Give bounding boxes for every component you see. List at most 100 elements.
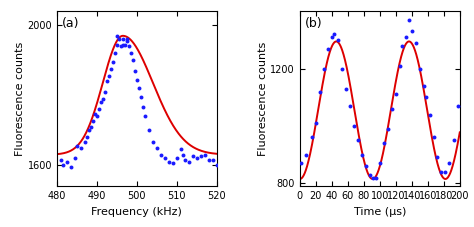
Point — [81, 141, 89, 144]
Point — [161, 156, 169, 160]
Point — [430, 136, 438, 139]
Point — [101, 90, 109, 94]
Point — [57, 158, 64, 162]
Point — [372, 176, 380, 179]
Point — [123, 37, 131, 41]
Point — [73, 144, 81, 148]
Point — [157, 153, 164, 156]
Point — [165, 160, 173, 163]
Point — [99, 97, 107, 101]
Point — [93, 114, 100, 118]
Point — [177, 148, 184, 151]
Point — [298, 161, 305, 165]
Point — [363, 164, 370, 168]
Point — [380, 141, 388, 145]
Point — [145, 128, 153, 132]
Point — [83, 135, 91, 139]
Point — [59, 163, 67, 167]
Point — [445, 161, 452, 165]
Point — [135, 86, 143, 90]
Point — [343, 87, 350, 91]
Point — [113, 43, 120, 46]
Point — [193, 156, 201, 160]
Point — [91, 113, 99, 116]
Point — [320, 67, 328, 70]
X-axis label: Frequency (kHz): Frequency (kHz) — [91, 207, 182, 217]
Point — [115, 37, 123, 41]
Point — [95, 107, 103, 111]
Point — [107, 67, 115, 71]
Point — [97, 100, 105, 104]
Point — [129, 59, 137, 62]
Point — [392, 93, 400, 96]
Point — [422, 96, 430, 99]
Point — [402, 35, 410, 39]
Point — [316, 90, 324, 93]
Point — [358, 153, 366, 156]
Point — [127, 52, 135, 55]
Point — [119, 37, 127, 41]
Point — [121, 43, 128, 46]
Point — [103, 79, 110, 83]
Point — [111, 52, 118, 55]
Point — [366, 173, 374, 177]
Point — [396, 64, 404, 68]
Text: (b): (b) — [305, 17, 322, 30]
Point — [308, 136, 316, 139]
Y-axis label: Fluorescence counts: Fluorescence counts — [258, 42, 268, 156]
Point — [427, 113, 434, 116]
Point — [450, 138, 458, 142]
Point — [149, 141, 156, 144]
Point — [131, 69, 138, 73]
Point — [302, 153, 310, 156]
Point — [335, 38, 342, 42]
Point — [455, 104, 462, 108]
Point — [438, 170, 445, 174]
Point — [133, 78, 141, 81]
Point — [399, 44, 406, 47]
Point — [420, 84, 428, 88]
Point — [324, 47, 332, 50]
Point — [63, 160, 71, 163]
Point — [119, 43, 127, 46]
Point — [77, 146, 85, 150]
Point — [205, 158, 212, 162]
Point — [67, 165, 75, 169]
Point — [197, 155, 205, 158]
Point — [117, 44, 125, 48]
Point — [406, 18, 413, 22]
Point — [185, 160, 192, 163]
Point — [169, 162, 177, 165]
Point — [346, 104, 354, 108]
Point — [434, 156, 441, 159]
Point — [338, 67, 346, 70]
X-axis label: Time (μs): Time (μs) — [354, 207, 406, 217]
Point — [376, 161, 383, 165]
Point — [139, 106, 146, 109]
Point — [416, 67, 424, 70]
Point — [105, 74, 113, 78]
Point — [137, 95, 145, 99]
Point — [125, 44, 133, 48]
Point — [408, 30, 416, 33]
Text: (a): (a) — [62, 17, 79, 30]
Point — [201, 153, 209, 156]
Point — [71, 156, 79, 160]
Point — [384, 127, 392, 131]
Point — [189, 155, 197, 158]
Point — [388, 107, 396, 111]
Point — [85, 128, 92, 132]
Point — [442, 170, 449, 174]
Point — [113, 34, 120, 38]
Point — [350, 124, 358, 128]
Point — [179, 153, 187, 156]
Point — [370, 176, 377, 179]
Point — [213, 163, 220, 167]
Point — [412, 41, 419, 45]
Point — [123, 39, 131, 43]
Point — [109, 60, 117, 64]
Point — [355, 138, 362, 142]
Point — [330, 32, 338, 36]
Point — [181, 158, 189, 162]
Point — [328, 35, 336, 39]
